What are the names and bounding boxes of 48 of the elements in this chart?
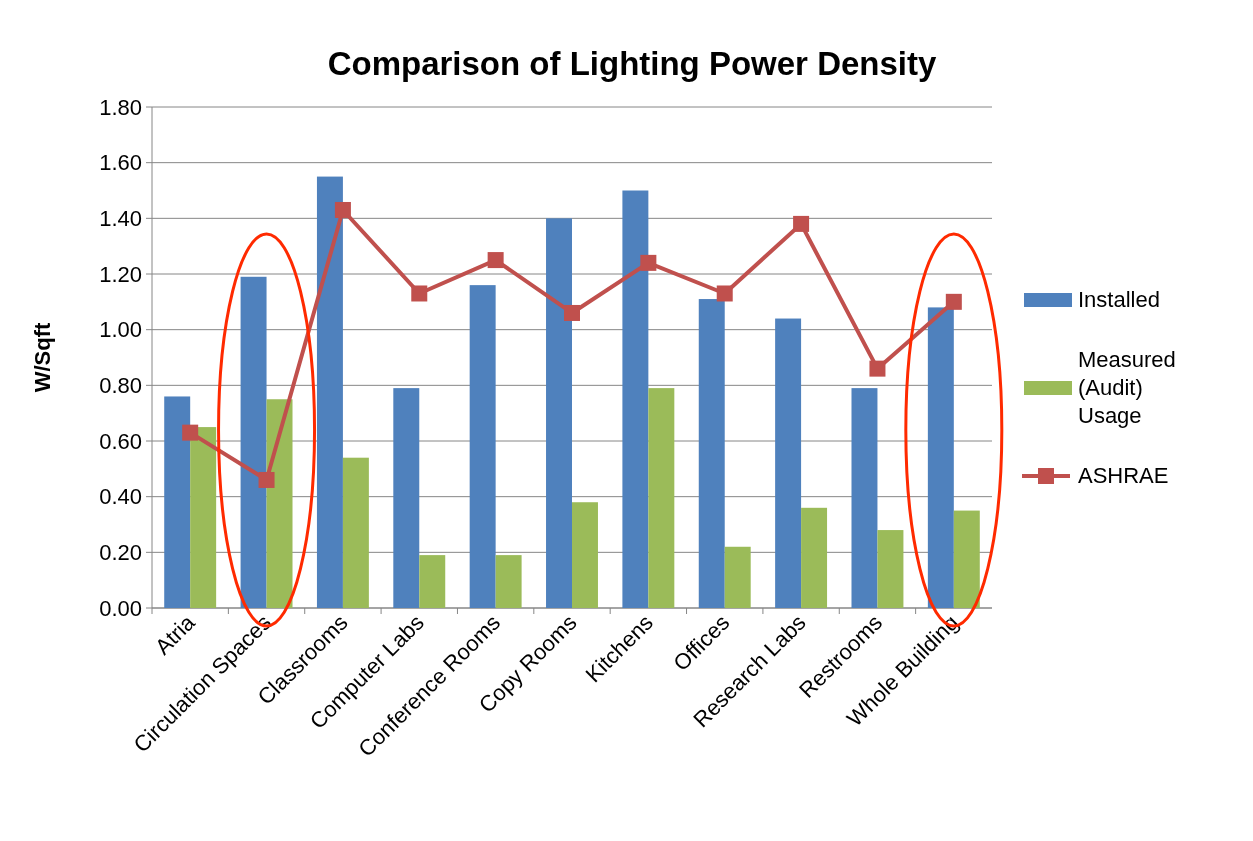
bar (190, 427, 217, 608)
y-tick-label: 1.60 (99, 150, 142, 176)
bar (419, 555, 446, 608)
bar (342, 457, 369, 608)
point (334, 201, 351, 218)
point (640, 254, 657, 271)
bar (266, 399, 293, 608)
y-tick-label: 1.40 (99, 206, 142, 232)
point (487, 252, 504, 269)
bar (316, 176, 343, 608)
point (564, 304, 580, 321)
bar (240, 276, 267, 608)
y-tick-label: 0.40 (99, 484, 142, 510)
bar (164, 396, 191, 608)
y-tick-label: 0.00 (99, 595, 142, 621)
bar (953, 510, 980, 608)
legend-label: ASHRAE (1078, 463, 1169, 488)
bar (927, 307, 954, 608)
bar (698, 299, 725, 608)
y-tick-label: 0.20 (99, 540, 142, 566)
chart-title: Comparison of Lighting Power Density (327, 45, 937, 82)
bar (877, 530, 904, 608)
point (869, 360, 886, 377)
point (945, 293, 962, 310)
bar (469, 285, 496, 608)
y-tick-label: 0.80 (99, 373, 142, 399)
point (716, 285, 733, 302)
legend-label: Installed (1078, 287, 1160, 312)
bar (724, 546, 751, 608)
y-tick-label: 1.00 (99, 317, 142, 343)
point (411, 285, 428, 302)
bar (648, 388, 675, 608)
bar (851, 388, 878, 608)
legend-label: Measured (Audit) Usage (1078, 347, 1176, 428)
point (182, 424, 199, 441)
bar (801, 507, 828, 608)
y-tick-label: 0.60 (99, 428, 142, 454)
y-tick-label: 1.20 (99, 261, 142, 287)
bar (572, 502, 598, 608)
point (793, 215, 810, 232)
y-tick-label: 1.80 (99, 94, 142, 120)
bar (775, 318, 802, 608)
bar (546, 218, 572, 608)
bar (622, 190, 649, 608)
y-axis-title: W/Sqft (30, 322, 55, 393)
bar (495, 555, 522, 608)
point (258, 471, 275, 488)
bar (393, 388, 420, 608)
